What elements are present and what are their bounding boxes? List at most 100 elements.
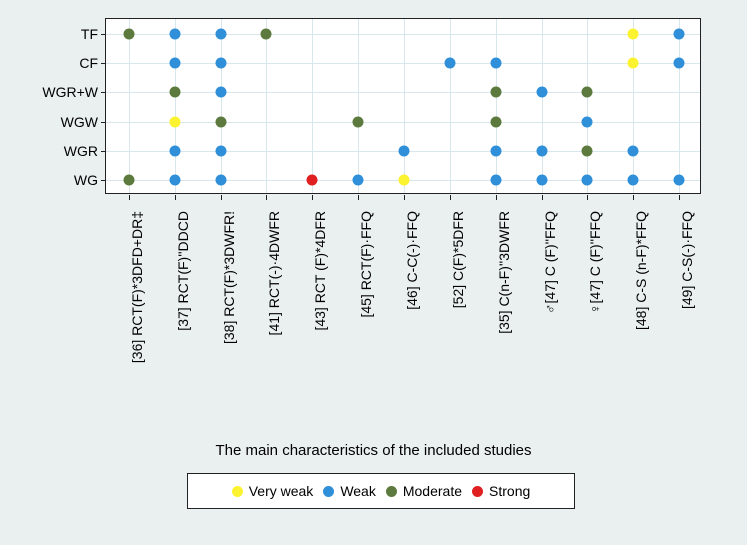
data-point [399, 146, 410, 157]
data-point [215, 87, 226, 98]
data-point [353, 116, 364, 127]
data-point [169, 28, 180, 39]
x-axis-label: [45] RCT(F)·FFQ [358, 211, 374, 318]
legend-item: Strong [472, 483, 530, 499]
x-tick [129, 195, 130, 200]
x-tick [587, 195, 588, 200]
x-axis-label: [37] RCT(F)''DDCD [175, 211, 191, 331]
gridline-v [129, 19, 130, 193]
x-tick [221, 195, 222, 200]
legend-swatch [232, 486, 243, 497]
legend-label: Strong [489, 483, 530, 499]
y-axis-label: CF [79, 55, 98, 71]
data-point [169, 116, 180, 127]
x-axis-label: [36] RCT(F)*3DFD+DR‡ [129, 211, 145, 363]
y-axis-label: TF [81, 26, 98, 42]
x-tick [542, 195, 543, 200]
x-axis-label: [52] C(F)*5DFR [450, 211, 466, 308]
x-axis-label: [48] C-S (n-F)*FFQ [633, 211, 649, 330]
gridline-h [106, 122, 700, 123]
x-tick [358, 195, 359, 200]
y-tick [101, 151, 106, 152]
data-point [169, 87, 180, 98]
gridline-v [542, 19, 543, 193]
y-tick [101, 180, 106, 181]
gridline-v [450, 19, 451, 193]
legend-item: Moderate [386, 483, 462, 499]
data-point [215, 58, 226, 69]
data-point [628, 146, 639, 157]
data-point [582, 87, 593, 98]
figure-container: WGWGRWGWWGR+WCFTF[36] RCT(F)*3DFD+DR‡[37… [0, 0, 747, 545]
chart-caption: The main characteristics of the included… [0, 442, 747, 459]
legend-swatch [323, 486, 334, 497]
gridline-v [404, 19, 405, 193]
data-point [628, 28, 639, 39]
gridline-v [266, 19, 267, 193]
data-point [674, 175, 685, 186]
x-axis-label: [35] C(n-F)''3DWFR [496, 211, 512, 334]
y-axis-label: WGW [61, 114, 98, 130]
x-tick [450, 195, 451, 200]
data-point [490, 175, 501, 186]
x-axis-label: [41] RCT(-)·4DWFR [266, 211, 282, 335]
gridline-v [496, 19, 497, 193]
y-axis-label: WGR+W [42, 84, 98, 100]
y-axis-label: WG [74, 172, 98, 188]
data-point [215, 175, 226, 186]
gridline-h [106, 63, 700, 64]
gridline-v [175, 19, 176, 193]
y-tick [101, 34, 106, 35]
data-point [582, 116, 593, 127]
data-point [215, 116, 226, 127]
data-point [307, 175, 318, 186]
data-point [536, 146, 547, 157]
gridline-v [587, 19, 588, 193]
data-point [261, 28, 272, 39]
data-point [123, 175, 134, 186]
data-point [169, 58, 180, 69]
data-point [674, 28, 685, 39]
gridline-v [358, 19, 359, 193]
data-point [123, 28, 134, 39]
gridline-v [679, 19, 680, 193]
data-point [215, 146, 226, 157]
x-tick [496, 195, 497, 200]
x-tick [266, 195, 267, 200]
legend-swatch [386, 486, 397, 497]
x-axis-label: [49] C-S(-)·FFQ [679, 211, 695, 309]
legend-swatch [472, 486, 483, 497]
y-tick [101, 122, 106, 123]
data-point [169, 146, 180, 157]
data-point [215, 28, 226, 39]
gridline-v [633, 19, 634, 193]
data-point [628, 175, 639, 186]
data-point [490, 116, 501, 127]
data-point [582, 146, 593, 157]
x-tick [404, 195, 405, 200]
data-point [674, 58, 685, 69]
gridline-v [221, 19, 222, 193]
data-point [536, 175, 547, 186]
data-point [490, 58, 501, 69]
gridline-h [106, 92, 700, 93]
legend-label: Weak [340, 483, 376, 499]
x-tick [175, 195, 176, 200]
plot-area: WGWGRWGWWGR+WCFTF[36] RCT(F)*3DFD+DR‡[37… [105, 18, 701, 194]
gridline-v [312, 19, 313, 193]
data-point [444, 58, 455, 69]
data-point [628, 58, 639, 69]
legend-label: Very weak [249, 483, 314, 499]
gridline-h [106, 34, 700, 35]
x-tick [679, 195, 680, 200]
data-point [169, 175, 180, 186]
x-axis-label: [46] C-C(-)·FFQ [404, 211, 420, 310]
data-point [399, 175, 410, 186]
y-tick [101, 63, 106, 64]
data-point [536, 87, 547, 98]
data-point [582, 175, 593, 186]
x-axis-label: [43] RCT (F)*4DFR [312, 211, 328, 331]
x-axis-label: ♂[47] C (F)''FFQ [542, 211, 558, 314]
data-point [490, 146, 501, 157]
data-point [353, 175, 364, 186]
